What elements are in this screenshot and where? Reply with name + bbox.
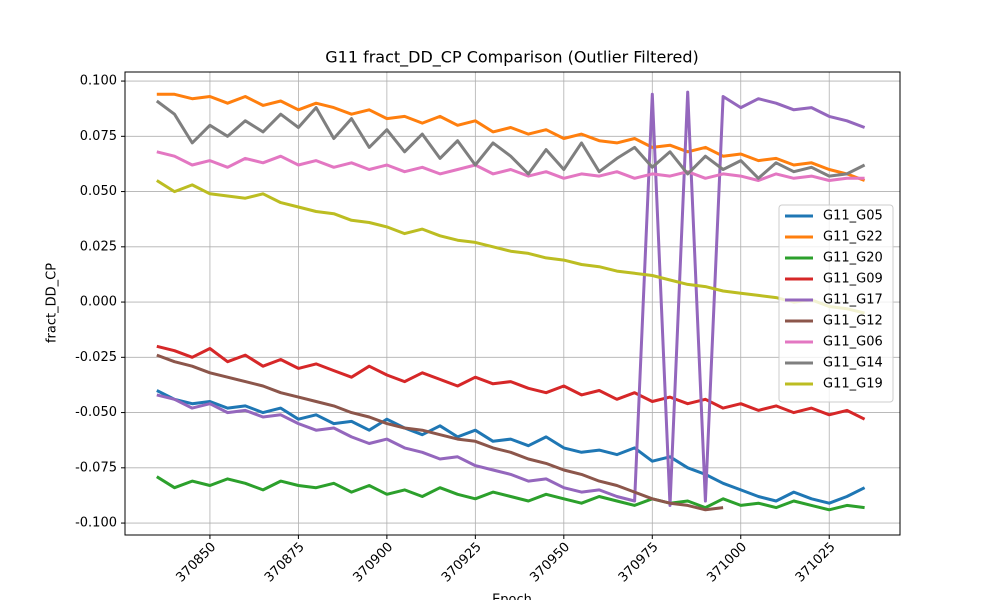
y-tick-label: -0.075	[75, 460, 117, 475]
legend-label: G11_G05	[823, 209, 883, 224]
y-tick-label: 0.075	[80, 129, 117, 144]
x-axis-label: Epoch	[492, 593, 532, 600]
y-tick-label: 0.000	[80, 295, 117, 310]
series-line	[156, 344, 866, 421]
y-tick-label: 0.100	[80, 74, 117, 89]
legend-label: G11_G20	[823, 251, 883, 266]
series-line	[156, 353, 724, 512]
y-tick-label: 0.025	[80, 239, 117, 254]
x-tick-label: 370900	[350, 540, 396, 586]
y-tick-label: -0.050	[75, 405, 117, 420]
legend-label: G11_G22	[823, 230, 883, 245]
legend-box	[778, 204, 894, 403]
legend-label: G11_G06	[823, 335, 883, 350]
legend-label: G11_G19	[823, 377, 883, 392]
x-tick-label: 370850	[174, 540, 220, 586]
legend-label: G11_G14	[823, 356, 883, 371]
x-tick-label: 370975	[616, 540, 662, 586]
series-line	[156, 150, 865, 182]
series-line	[156, 475, 865, 512]
legend-label: G11_G12	[823, 314, 883, 329]
x-tick-label: 371025	[793, 540, 839, 586]
series-line	[156, 179, 865, 315]
legend-label: G11_G17	[823, 293, 883, 308]
x-tick-label: 370925	[439, 540, 485, 586]
series-line	[156, 92, 866, 182]
x-tick-label: 371000	[704, 540, 750, 586]
y-axis-label: fract_DD_CP	[45, 263, 60, 343]
chart-title: G11 fract_DD_CP Comparison (Outlier Filt…	[325, 48, 699, 68]
series-line	[155, 99, 866, 180]
y-tick-label: 0.050	[80, 184, 117, 199]
legend-label: G11_G09	[823, 272, 883, 287]
y-tick-label: -0.025	[75, 350, 117, 365]
series-line	[156, 90, 866, 507]
x-tick-label: 370950	[527, 540, 573, 586]
plot-frame	[124, 71, 901, 536]
y-tick-label: -0.100	[75, 516, 117, 531]
series-line	[156, 389, 866, 505]
x-tick-label: 370875	[262, 540, 308, 586]
